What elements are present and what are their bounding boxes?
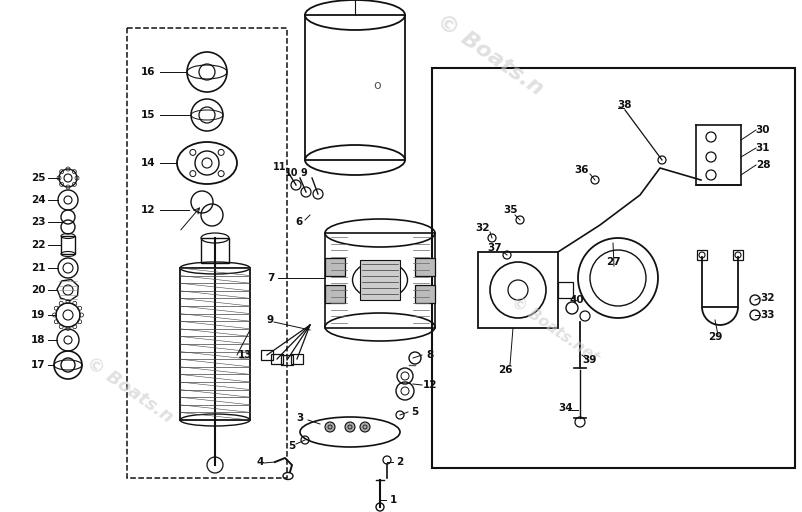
Bar xyxy=(477,252,557,328)
Text: o: o xyxy=(373,78,380,92)
Text: 8: 8 xyxy=(426,350,433,360)
Bar xyxy=(200,238,229,263)
Text: 25: 25 xyxy=(30,173,45,183)
Text: 31: 31 xyxy=(755,143,769,153)
Text: 2: 2 xyxy=(396,457,403,467)
Text: 10: 10 xyxy=(285,168,298,178)
Text: 32: 32 xyxy=(475,223,490,233)
Text: 35: 35 xyxy=(503,205,517,215)
Text: 29: 29 xyxy=(707,332,721,342)
Bar xyxy=(325,285,345,303)
Text: 30: 30 xyxy=(755,125,769,135)
Bar xyxy=(281,355,293,365)
Text: 9: 9 xyxy=(266,315,273,325)
Text: © Boats.net: © Boats.net xyxy=(508,294,601,366)
Text: 33: 33 xyxy=(759,310,774,320)
Text: 34: 34 xyxy=(558,403,573,413)
Bar xyxy=(732,250,742,260)
Text: 12: 12 xyxy=(140,205,155,215)
Bar xyxy=(305,15,404,160)
Text: 26: 26 xyxy=(497,365,512,375)
Bar xyxy=(180,268,249,420)
Bar xyxy=(415,258,435,276)
Text: 21: 21 xyxy=(30,263,45,273)
Bar xyxy=(270,354,282,364)
Bar xyxy=(61,236,75,254)
Text: 16: 16 xyxy=(140,67,155,77)
Text: 32: 32 xyxy=(759,293,774,303)
Text: 19: 19 xyxy=(30,310,45,320)
Bar xyxy=(127,28,286,478)
Text: 38: 38 xyxy=(617,100,631,110)
Text: 36: 36 xyxy=(574,165,589,175)
Text: 1: 1 xyxy=(389,495,396,505)
Circle shape xyxy=(345,422,354,432)
Bar xyxy=(261,350,273,360)
Bar xyxy=(415,285,435,303)
Text: 5: 5 xyxy=(411,407,418,417)
Text: 14: 14 xyxy=(140,158,155,168)
Text: 40: 40 xyxy=(569,295,584,305)
Text: 37: 37 xyxy=(487,243,502,253)
Text: 7: 7 xyxy=(267,273,274,283)
Bar xyxy=(325,233,435,328)
Bar xyxy=(359,260,399,300)
Bar xyxy=(290,354,302,364)
Text: 6: 6 xyxy=(295,217,302,227)
Text: 18: 18 xyxy=(30,335,45,345)
Text: 11: 11 xyxy=(273,162,286,172)
Text: 12: 12 xyxy=(422,380,437,390)
Bar xyxy=(325,258,345,276)
Text: 24: 24 xyxy=(30,195,45,205)
Text: 15: 15 xyxy=(140,110,155,120)
Text: 20: 20 xyxy=(30,285,45,295)
Text: 9: 9 xyxy=(300,168,307,178)
Text: 39: 39 xyxy=(582,355,597,365)
Text: 28: 28 xyxy=(755,160,769,170)
Circle shape xyxy=(359,422,370,432)
Text: © Boats.n: © Boats.n xyxy=(83,353,176,426)
Text: 22: 22 xyxy=(30,240,45,250)
Text: 17: 17 xyxy=(30,360,45,370)
Text: 5: 5 xyxy=(288,441,295,451)
Text: 4: 4 xyxy=(256,457,263,467)
Text: © Boats.n: © Boats.n xyxy=(432,11,546,99)
Bar xyxy=(431,68,794,468)
Bar xyxy=(696,250,706,260)
Bar xyxy=(557,282,573,298)
Text: 27: 27 xyxy=(605,257,619,267)
Circle shape xyxy=(325,422,334,432)
Text: 23: 23 xyxy=(30,217,45,227)
Text: 13: 13 xyxy=(237,350,252,360)
Text: 3: 3 xyxy=(296,413,303,423)
